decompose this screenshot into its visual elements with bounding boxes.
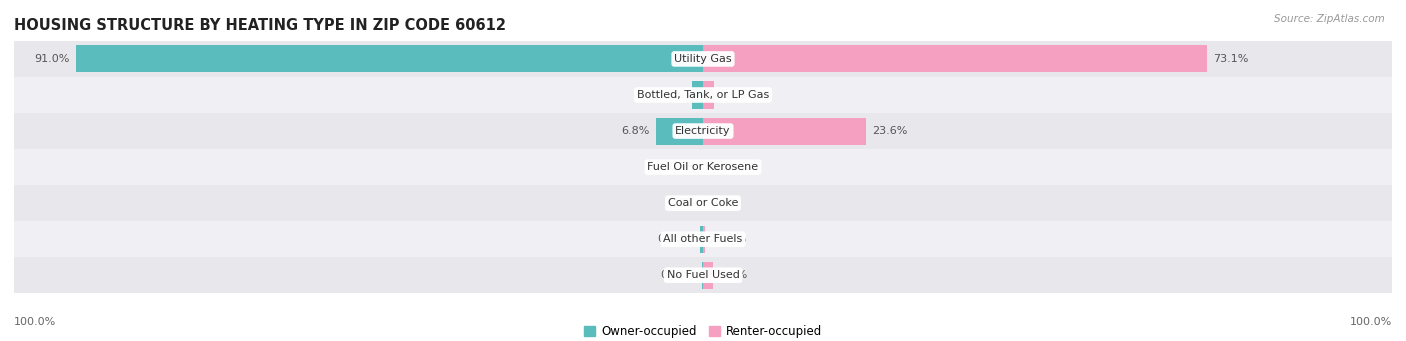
Bar [14,257,1392,293]
Text: No Fuel Used: No Fuel Used [666,270,740,280]
Bar [703,226,704,253]
Bar [700,226,703,253]
Bar [76,45,703,73]
Text: Bottled, Tank, or LP Gas: Bottled, Tank, or LP Gas [637,90,769,100]
Text: 0.0%: 0.0% [710,162,738,172]
Text: 1.5%: 1.5% [720,270,748,280]
Legend: Owner-occupied, Renter-occupied: Owner-occupied, Renter-occupied [579,321,827,341]
Text: 100.0%: 100.0% [14,317,56,327]
Text: 0.0%: 0.0% [710,198,738,208]
Bar [657,118,703,145]
Text: Source: ZipAtlas.com: Source: ZipAtlas.com [1274,14,1385,24]
Bar [14,221,1392,257]
Text: 100.0%: 100.0% [1350,317,1392,327]
Bar [14,113,1392,149]
Bar [14,149,1392,185]
Text: 0.0%: 0.0% [668,162,696,172]
Bar [703,262,713,289]
Text: 6.8%: 6.8% [621,126,650,136]
Bar [692,81,703,108]
Bar [14,185,1392,221]
Bar [703,81,714,108]
Text: Fuel Oil or Kerosene: Fuel Oil or Kerosene [647,162,759,172]
Text: 1.6%: 1.6% [657,90,685,100]
Text: 0.46%: 0.46% [658,234,693,244]
Text: 0.23%: 0.23% [711,234,747,244]
Text: 91.0%: 91.0% [34,54,69,64]
Text: Utility Gas: Utility Gas [675,54,731,64]
Text: 0.13%: 0.13% [659,270,695,280]
Bar [703,45,1206,73]
Bar [703,118,866,145]
Text: 73.1%: 73.1% [1213,54,1249,64]
Text: All other Fuels: All other Fuels [664,234,742,244]
Bar [14,77,1392,113]
Text: 23.6%: 23.6% [873,126,908,136]
Text: HOUSING STRUCTURE BY HEATING TYPE IN ZIP CODE 60612: HOUSING STRUCTURE BY HEATING TYPE IN ZIP… [14,18,506,33]
Text: 1.6%: 1.6% [721,90,749,100]
Bar [14,41,1392,77]
Text: Electricity: Electricity [675,126,731,136]
Text: Coal or Coke: Coal or Coke [668,198,738,208]
Text: 0.0%: 0.0% [668,198,696,208]
